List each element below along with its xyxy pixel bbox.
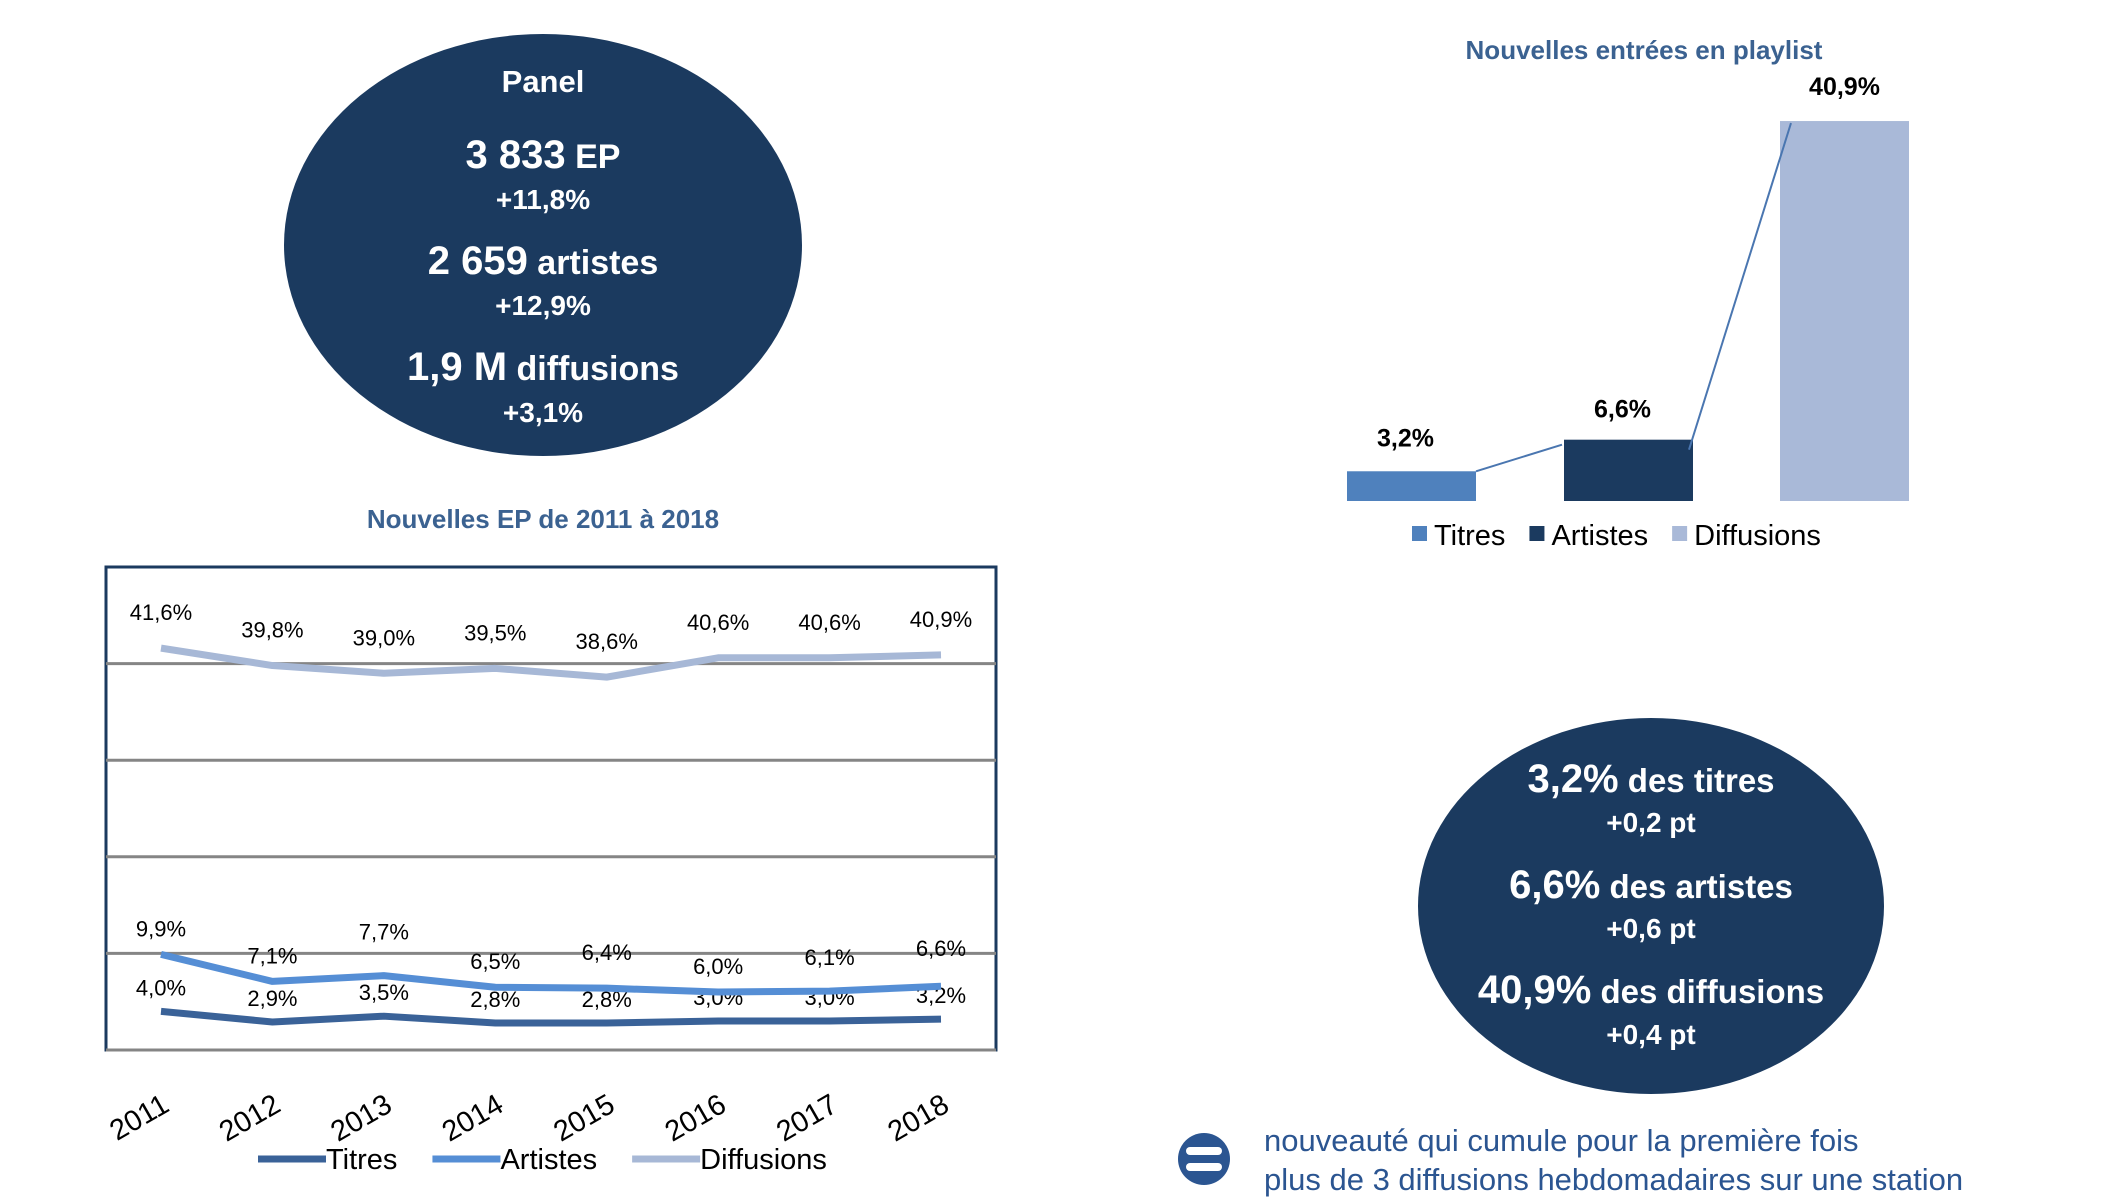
panel-diffusions: 1,9 M diffusions [407,345,679,389]
legend-swatch-artistes [1529,526,1545,541]
data-label: 39,5% [464,620,526,645]
data-label: 39,0% [353,625,415,650]
x-tick-label: 2011 [104,1088,174,1147]
legend-label-artistes: Artistes [500,1144,597,1176]
x-tick-label: 2016 [660,1088,732,1148]
data-label: 2,8% [470,987,520,1012]
panel-ep-change: +11,8% [496,184,590,215]
summary-diffusions-change: +0,4 pt [1606,1019,1695,1050]
bar-titres [1347,471,1476,501]
data-label: 3,5% [359,980,409,1005]
equals-circle-icon [1178,1133,1230,1185]
x-tick-label: 2013 [325,1088,397,1148]
bar-chart-title: Nouvelles entrées en playlist [1466,35,1823,65]
data-label: 6,1% [804,945,854,970]
bar-label: 6,6% [1594,396,1651,424]
panel-ellipse [284,34,802,456]
x-tick-label: 2018 [883,1088,955,1148]
summary-ellipse [1418,718,1884,1094]
data-label: 7,7% [359,920,409,945]
data-label: 6,5% [470,949,520,974]
data-label: 9,9% [136,916,186,941]
data-label: 6,6% [916,936,966,961]
data-label: 40,9% [910,607,972,632]
connector-line [1475,443,1563,473]
series-line-diffusions [160,644,942,681]
summary-artistes-change: +0,6 pt [1606,913,1695,944]
summary-artistes: 6,6% des artistes [1509,863,1793,907]
bar-label: 40,9% [1809,73,1880,101]
note-line-1: nouveauté qui cumule pour la première fo… [1264,1123,1859,1158]
line-chart-title: Nouvelles EP de 2011 à 2018 [367,504,719,534]
bar-diffusions [1780,121,1909,501]
note-line-2: plus de 3 diffusions hebdomadaires sur u… [1264,1162,1963,1197]
line-chart: 4,0% 2,9% 3,5% 2,8% 2,8% 3,0% 3,0% 3,2%9,9%7,1%… [104,565,998,1176]
data-label: 41,6% [130,600,192,625]
bar-chart: 3,2% 6,6% 40,9% Titres Artistes Diffusions [1347,73,1909,552]
x-tick-label: 2017 [771,1088,843,1148]
summary-diffusions: 40,9% des diffusions [1478,968,1824,1012]
legend-label-diffusions: Diffusions [1694,520,1821,552]
bar-label: 3,2% [1377,424,1434,452]
legend-label-titres: Titres [326,1144,397,1176]
data-label: 6,4% [582,940,632,965]
legend-label-diffusions: Diffusions [700,1144,827,1176]
plot-frame [104,565,998,1052]
data-label: 39,8% [241,618,303,643]
x-tick-label: 2014 [437,1088,509,1148]
data-label: 4,0% [136,975,186,1000]
panel-ellipse-group: Panel 3 833 EP +11,8% 2 659 artistes +12… [284,34,802,456]
legend-swatch-titres [1412,526,1427,541]
panel-title: Panel [502,64,585,99]
data-label: 40,6% [798,610,860,635]
data-label: 2,9% [247,986,297,1011]
panel-ep: 3 833 EP [466,133,621,177]
legend-label-artistes: Artistes [1551,520,1648,552]
data-label: 7,1% [247,943,297,968]
x-tick-label: 2015 [548,1088,620,1148]
series-line-artistes [160,950,942,996]
series-line-titres [160,1007,942,1027]
legend-label-titres: Titres [1434,520,1505,552]
panel-artistes: 2 659 artistes [428,239,659,283]
summary-ellipse-group: 3,2% des titres +0,2 pt 6,6% des artiste… [1418,718,1884,1094]
data-label: 6,0% [693,954,743,979]
data-label: 38,6% [576,629,638,654]
bar-artistes [1564,439,1693,501]
legend-swatch-diffusions [1672,526,1688,541]
summary-titres-change: +0,2 pt [1606,807,1695,838]
connector-line [1688,122,1792,450]
summary-titres: 3,2% des titres [1527,757,1774,801]
data-label: 40,6% [687,610,749,635]
panel-artistes-change: +12,9% [495,290,591,321]
x-tick-label: 2012 [214,1088,286,1148]
panel-diffusions-change: +3,1% [503,397,583,428]
